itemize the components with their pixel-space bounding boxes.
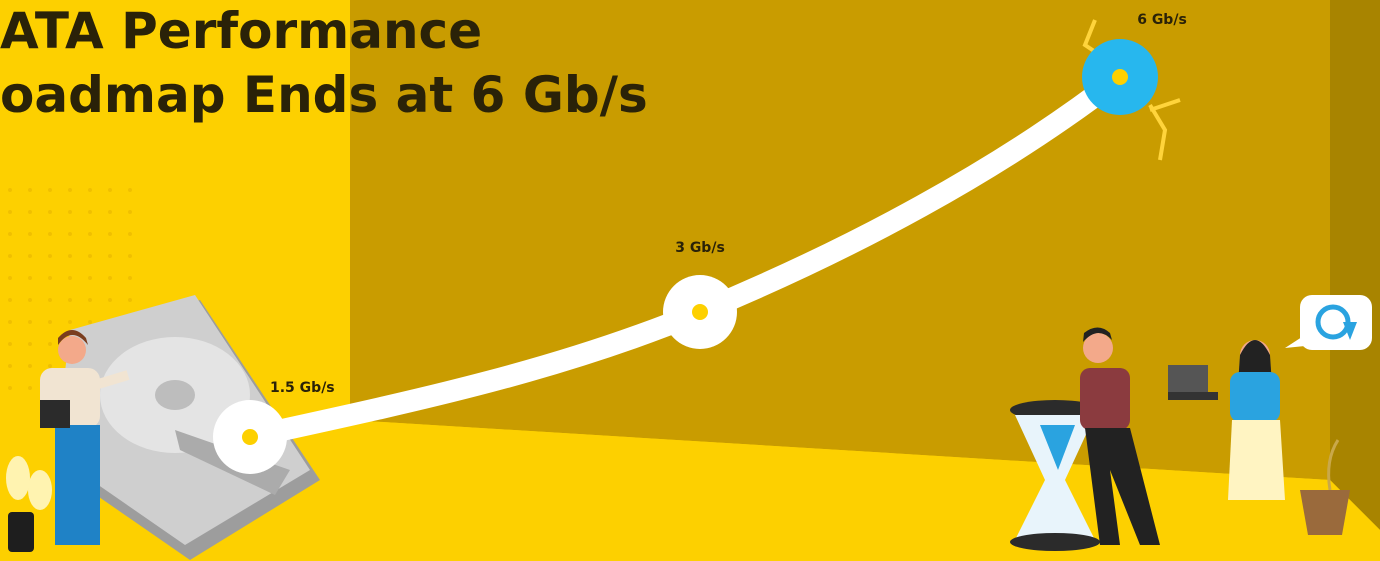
dot [128, 298, 132, 302]
dot [8, 232, 12, 236]
milestone [213, 400, 287, 474]
dot [28, 342, 32, 346]
dot [8, 210, 12, 214]
dot [68, 210, 72, 214]
dot [8, 386, 12, 390]
dot [48, 254, 52, 258]
dot [68, 276, 72, 280]
dot [108, 188, 112, 192]
milestone [1082, 39, 1158, 115]
dot [28, 276, 32, 280]
dot [108, 232, 112, 236]
dot [48, 364, 52, 368]
dot [8, 254, 12, 258]
dot [28, 320, 32, 324]
dot [88, 188, 92, 192]
dot [28, 364, 32, 368]
dot [88, 210, 92, 214]
dot [68, 232, 72, 236]
dot [68, 298, 72, 302]
milestone-label: 3 Gb/s [675, 240, 725, 256]
dot [128, 232, 132, 236]
dot [48, 320, 52, 324]
dot [88, 276, 92, 280]
dot [68, 320, 72, 324]
dot [88, 254, 92, 258]
title-line: oadmap Ends at 6 Gb/s [0, 66, 648, 124]
dot [8, 320, 12, 324]
dot [108, 298, 112, 302]
dot [8, 298, 12, 302]
dot [128, 210, 132, 214]
dot [88, 298, 92, 302]
dot [108, 210, 112, 214]
milestone-label: 1.5 Gb/s [270, 380, 335, 396]
milestone-label: 6 Gb/s [1137, 12, 1187, 28]
dot [88, 232, 92, 236]
dot [8, 364, 12, 368]
dot [48, 188, 52, 192]
dot [48, 298, 52, 302]
title-line: ATA Performance [0, 2, 482, 60]
dot [28, 232, 32, 236]
dot [68, 188, 72, 192]
milestone [663, 275, 737, 349]
dot [8, 276, 12, 280]
dot [128, 188, 132, 192]
dot [48, 210, 52, 214]
dot [28, 386, 32, 390]
dot [48, 232, 52, 236]
dot [48, 342, 52, 346]
illustration: ATA Performance oadmap Ends at 6 Gb/s 1.… [0, 0, 1380, 561]
dot [88, 320, 92, 324]
dot [28, 254, 32, 258]
dot [48, 276, 52, 280]
dot [68, 254, 72, 258]
side-wall [1330, 0, 1380, 530]
dot [128, 276, 132, 280]
dot [108, 276, 112, 280]
dot [28, 188, 32, 192]
dot [8, 342, 12, 346]
dot [128, 254, 132, 258]
dot [28, 210, 32, 214]
dot [8, 188, 12, 192]
dot [108, 254, 112, 258]
dot [28, 298, 32, 302]
page: ATA Performance oadmap Ends at 6 Gb/s 1.… [0, 0, 1380, 561]
